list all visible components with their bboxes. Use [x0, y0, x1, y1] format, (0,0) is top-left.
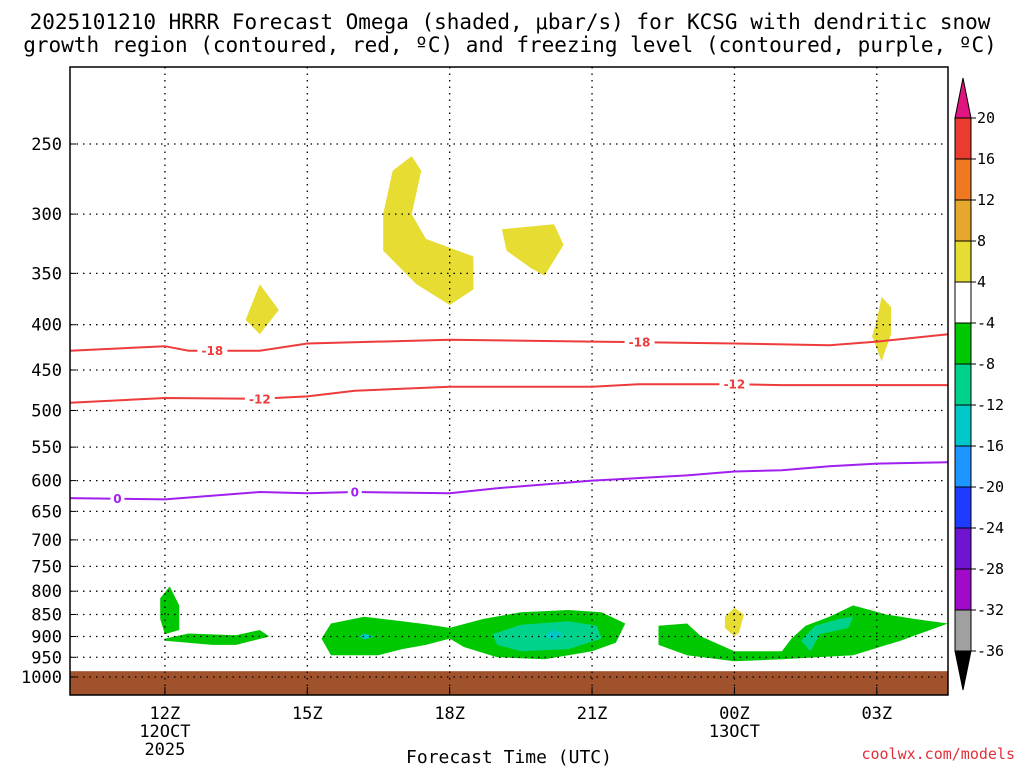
- colorbar-label-13: -36: [977, 642, 1004, 660]
- colorbar-segment-13: [954, 609, 972, 652]
- shaded-region-sinking-4-b: [164, 630, 270, 645]
- contour-dendritic-top: [69, 333, 949, 352]
- colorbar-segment-3: [954, 199, 972, 242]
- x-tick-label-12-1: 12OCT: [139, 722, 190, 742]
- colorbar-segment-1: [954, 117, 972, 160]
- colorbar-segment-9: [954, 445, 972, 488]
- colorbar-label-4: 4: [977, 273, 986, 291]
- shaded-region-upward-4-b: [383, 156, 474, 305]
- x-tick-label-24-1: 13OCT: [709, 722, 760, 742]
- colorbar-segment-7: [954, 363, 972, 406]
- colorbar-segment-2: [954, 158, 972, 201]
- x-tick-label-18-0: 18Z: [434, 704, 465, 724]
- colorbar-segment-11: [954, 527, 972, 570]
- shaded-region-upward-4-c: [501, 224, 564, 276]
- y-tick-label-400: 400: [31, 316, 62, 336]
- colorbar-label-1: 16: [977, 150, 995, 168]
- y-tick-label-700: 700: [31, 531, 62, 551]
- y-tick-label-750: 750: [31, 557, 62, 577]
- colorbar-segment-10: [954, 486, 972, 529]
- contour-label-bg-freezing-level: [347, 484, 362, 499]
- contour-label-bg-dendritic-top: [197, 343, 228, 358]
- ground-surface-band: [70, 671, 948, 695]
- x-axis-title: Forecast Time (UTC): [406, 747, 612, 768]
- colorbar-arrow-top: [954, 77, 972, 119]
- x-tick-label-27-0: 03Z: [861, 704, 892, 724]
- contour-label-bg-freezing-level: [110, 491, 125, 506]
- chart-title-line-1: 2025101210 HRRR Forecast Omega (shaded, …: [30, 10, 991, 34]
- shaded-region-sinking-12-b: [359, 633, 374, 640]
- x-tick-label-21-0: 21Z: [577, 704, 608, 724]
- credit-text: coolwx.com/models: [861, 745, 1015, 763]
- y-tick-label-950: 950: [31, 648, 62, 668]
- y-tick-label-250: 250: [31, 135, 62, 155]
- contour-dendritic-bottom: [69, 383, 948, 404]
- shaded-region-sinking-4-d: [658, 605, 948, 662]
- colorbar-label-10: -24: [977, 519, 1004, 537]
- colorbar-segment-4: [954, 240, 972, 283]
- colorbar: 20 16 12 8 4 -4 -8 -12 -16 -20 -24 -28 -32 -36: [954, 77, 1004, 691]
- colorbar-label-2: 12: [977, 191, 995, 209]
- shaded-region-sinking-8-b: [800, 616, 854, 652]
- colorbar-label-3: 8: [977, 232, 986, 250]
- shaded-region-upward-4-d: [872, 296, 891, 362]
- shaded-region-sinking-4-a: [160, 586, 180, 635]
- x-tick-label-12-2: 2025: [144, 740, 185, 760]
- shaded-region-upward-4-e: [724, 607, 744, 637]
- x-tick-label-24-0: 00Z: [719, 704, 750, 724]
- contour-label-dendritic-bottom-14: -12: [249, 392, 271, 406]
- colorbar-label-12: -32: [977, 601, 1004, 619]
- colorbar-label-7: -12: [977, 396, 1004, 414]
- contour-label-bg-dendritic-top: [624, 335, 655, 350]
- contour-label-dendritic-top-13: -18: [202, 344, 224, 358]
- contour-label-freezing-level-11: 0: [113, 492, 121, 506]
- colorbar-arrow-bottom: [954, 650, 972, 691]
- y-tick-label-800: 800: [31, 582, 62, 602]
- y-tick-label-600: 600: [31, 472, 62, 492]
- plot-area: 2503003504004505005506006507007508008509…: [21, 67, 949, 760]
- colorbar-segment-12: [954, 568, 972, 611]
- colorbar-label-8: -16: [977, 437, 1004, 455]
- y-tick-label-500: 500: [31, 402, 62, 422]
- contour-label-dendritic-top-22: -18: [629, 336, 651, 350]
- y-tick-label-1000: 1000: [21, 668, 62, 688]
- shaded-region-upward-4-a: [245, 284, 279, 335]
- y-tick-label-550: 550: [31, 438, 62, 458]
- contour-freezing-level: [69, 461, 949, 501]
- colorbar-segment-6: [954, 322, 972, 365]
- y-tick-label-450: 450: [31, 361, 62, 381]
- colorbar-label-0: 20: [977, 109, 995, 127]
- colorbar-label-5: -4: [977, 314, 995, 332]
- y-tick-label-650: 650: [31, 502, 62, 522]
- colorbar-label-9: -20: [977, 478, 1004, 496]
- contour-label-bg-dendritic-bottom: [244, 391, 275, 406]
- chart-title-line-2: growth region (contoured, red, ºC) and f…: [23, 33, 997, 57]
- contour-label-bg-dendritic-bottom: [719, 377, 750, 392]
- contour-label-freezing-level-16: 0: [351, 485, 359, 499]
- colorbar-label-6: -8: [977, 355, 995, 373]
- colorbar-segment-8: [954, 404, 972, 447]
- y-tick-label-850: 850: [31, 606, 62, 626]
- x-tick-label-15-0: 15Z: [292, 704, 323, 724]
- plot-frame: [69, 66, 949, 696]
- colorbar-label-11: -28: [977, 560, 1004, 578]
- x-tick-label-12-0: 12Z: [150, 704, 181, 724]
- shaded-region-sinking-12-a: [544, 630, 564, 640]
- y-tick-label-300: 300: [31, 205, 62, 225]
- contour-label-dendritic-bottom-24: -12: [724, 378, 746, 392]
- y-tick-label-900: 900: [31, 627, 62, 647]
- colorbar-segment-5: [954, 281, 972, 324]
- y-tick-label-350: 350: [31, 264, 62, 284]
